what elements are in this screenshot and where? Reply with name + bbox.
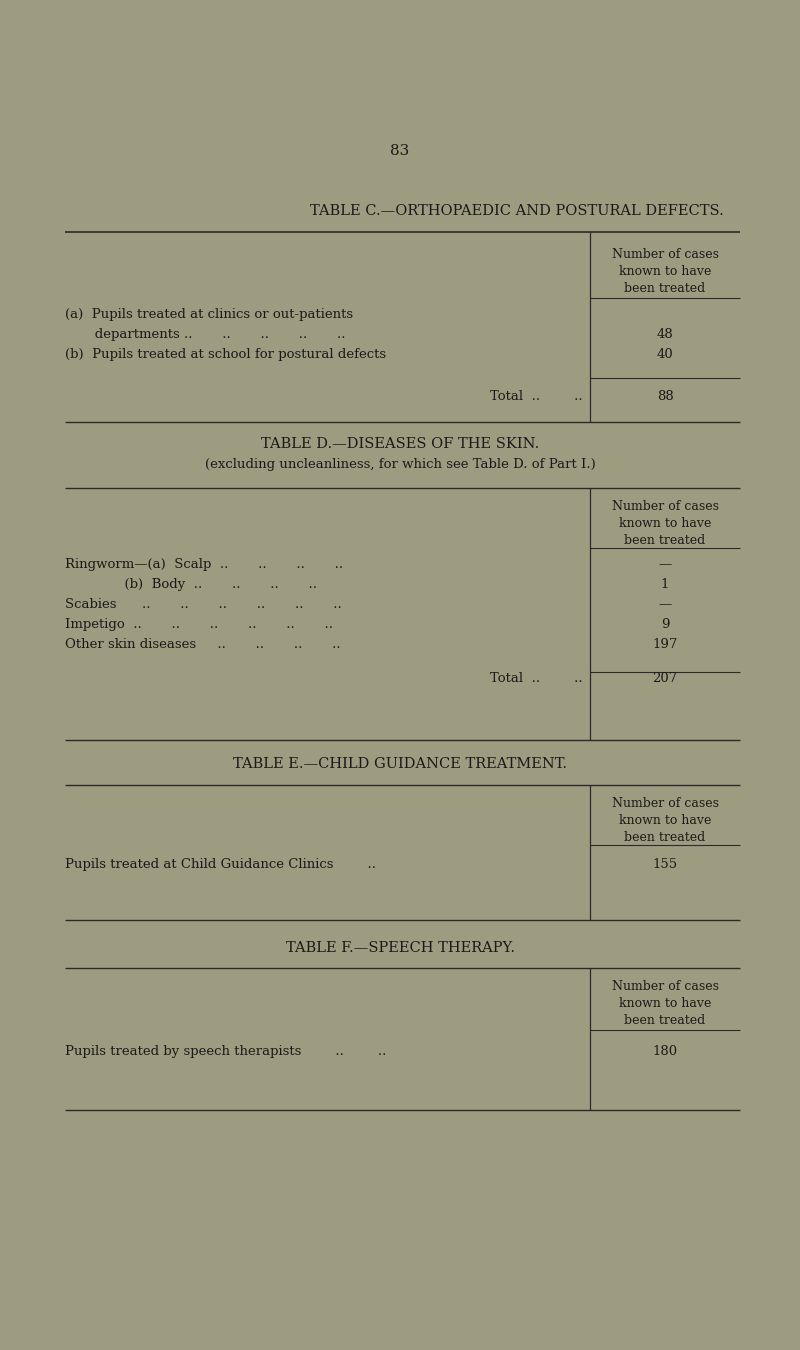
Text: 155: 155 xyxy=(653,859,678,871)
Text: 1: 1 xyxy=(661,578,669,591)
Text: Number of cases
known to have
been treated: Number of cases known to have been treat… xyxy=(611,500,718,547)
Text: Total  ..        ..: Total .. .. xyxy=(490,390,582,404)
Text: TABLE C.—ORTHOPAEDIC AND POSTURAL DEFECTS.: TABLE C.—ORTHOPAEDIC AND POSTURAL DEFECT… xyxy=(310,204,724,217)
Text: Number of cases
known to have
been treated: Number of cases known to have been treat… xyxy=(611,980,718,1027)
Text: 83: 83 xyxy=(390,144,410,158)
Text: TABLE F.—SPEECH THERAPY.: TABLE F.—SPEECH THERAPY. xyxy=(286,941,514,954)
Text: Total  ..        ..: Total .. .. xyxy=(490,672,582,684)
Text: TABLE D.—DISEASES OF THE SKIN.: TABLE D.—DISEASES OF THE SKIN. xyxy=(261,437,539,451)
Text: 180: 180 xyxy=(653,1045,678,1058)
Text: (b)  Pupils treated at school for postural defects: (b) Pupils treated at school for postura… xyxy=(65,348,386,360)
Text: departments ..       ..       ..       ..       ..: departments .. .. .. .. .. xyxy=(65,328,346,342)
Text: Pupils treated at Child Guidance Clinics        ..: Pupils treated at Child Guidance Clinics… xyxy=(65,859,376,871)
Text: 207: 207 xyxy=(652,672,678,684)
Text: Pupils treated by speech therapists        ..        ..: Pupils treated by speech therapists .. .… xyxy=(65,1045,386,1058)
Text: Number of cases
known to have
been treated: Number of cases known to have been treat… xyxy=(611,796,718,844)
Text: (a)  Pupils treated at clinics or out-patients: (a) Pupils treated at clinics or out-pat… xyxy=(65,308,353,321)
Text: Other skin diseases     ..       ..       ..       ..: Other skin diseases .. .. .. .. xyxy=(65,639,341,651)
Text: —: — xyxy=(658,598,672,612)
Text: 40: 40 xyxy=(657,348,674,360)
Text: 48: 48 xyxy=(657,328,674,342)
Text: 197: 197 xyxy=(652,639,678,651)
Text: Scabies      ..       ..       ..       ..       ..       ..: Scabies .. .. .. .. .. .. xyxy=(65,598,342,612)
Text: (excluding uncleanliness, for which see Table D. of Part I.): (excluding uncleanliness, for which see … xyxy=(205,458,595,471)
Text: Ringworm—(a)  Scalp  ..       ..       ..       ..: Ringworm—(a) Scalp .. .. .. .. xyxy=(65,558,343,571)
Text: —: — xyxy=(658,558,672,571)
Text: (b)  Body  ..       ..       ..       ..: (b) Body .. .. .. .. xyxy=(65,578,317,591)
Text: Impetigo  ..       ..       ..       ..       ..       ..: Impetigo .. .. .. .. .. .. xyxy=(65,618,333,630)
Text: Number of cases
known to have
been treated: Number of cases known to have been treat… xyxy=(611,248,718,296)
Text: 88: 88 xyxy=(657,390,674,404)
Text: TABLE E.—CHILD GUIDANCE TREATMENT.: TABLE E.—CHILD GUIDANCE TREATMENT. xyxy=(233,757,567,771)
Text: 9: 9 xyxy=(661,618,670,630)
